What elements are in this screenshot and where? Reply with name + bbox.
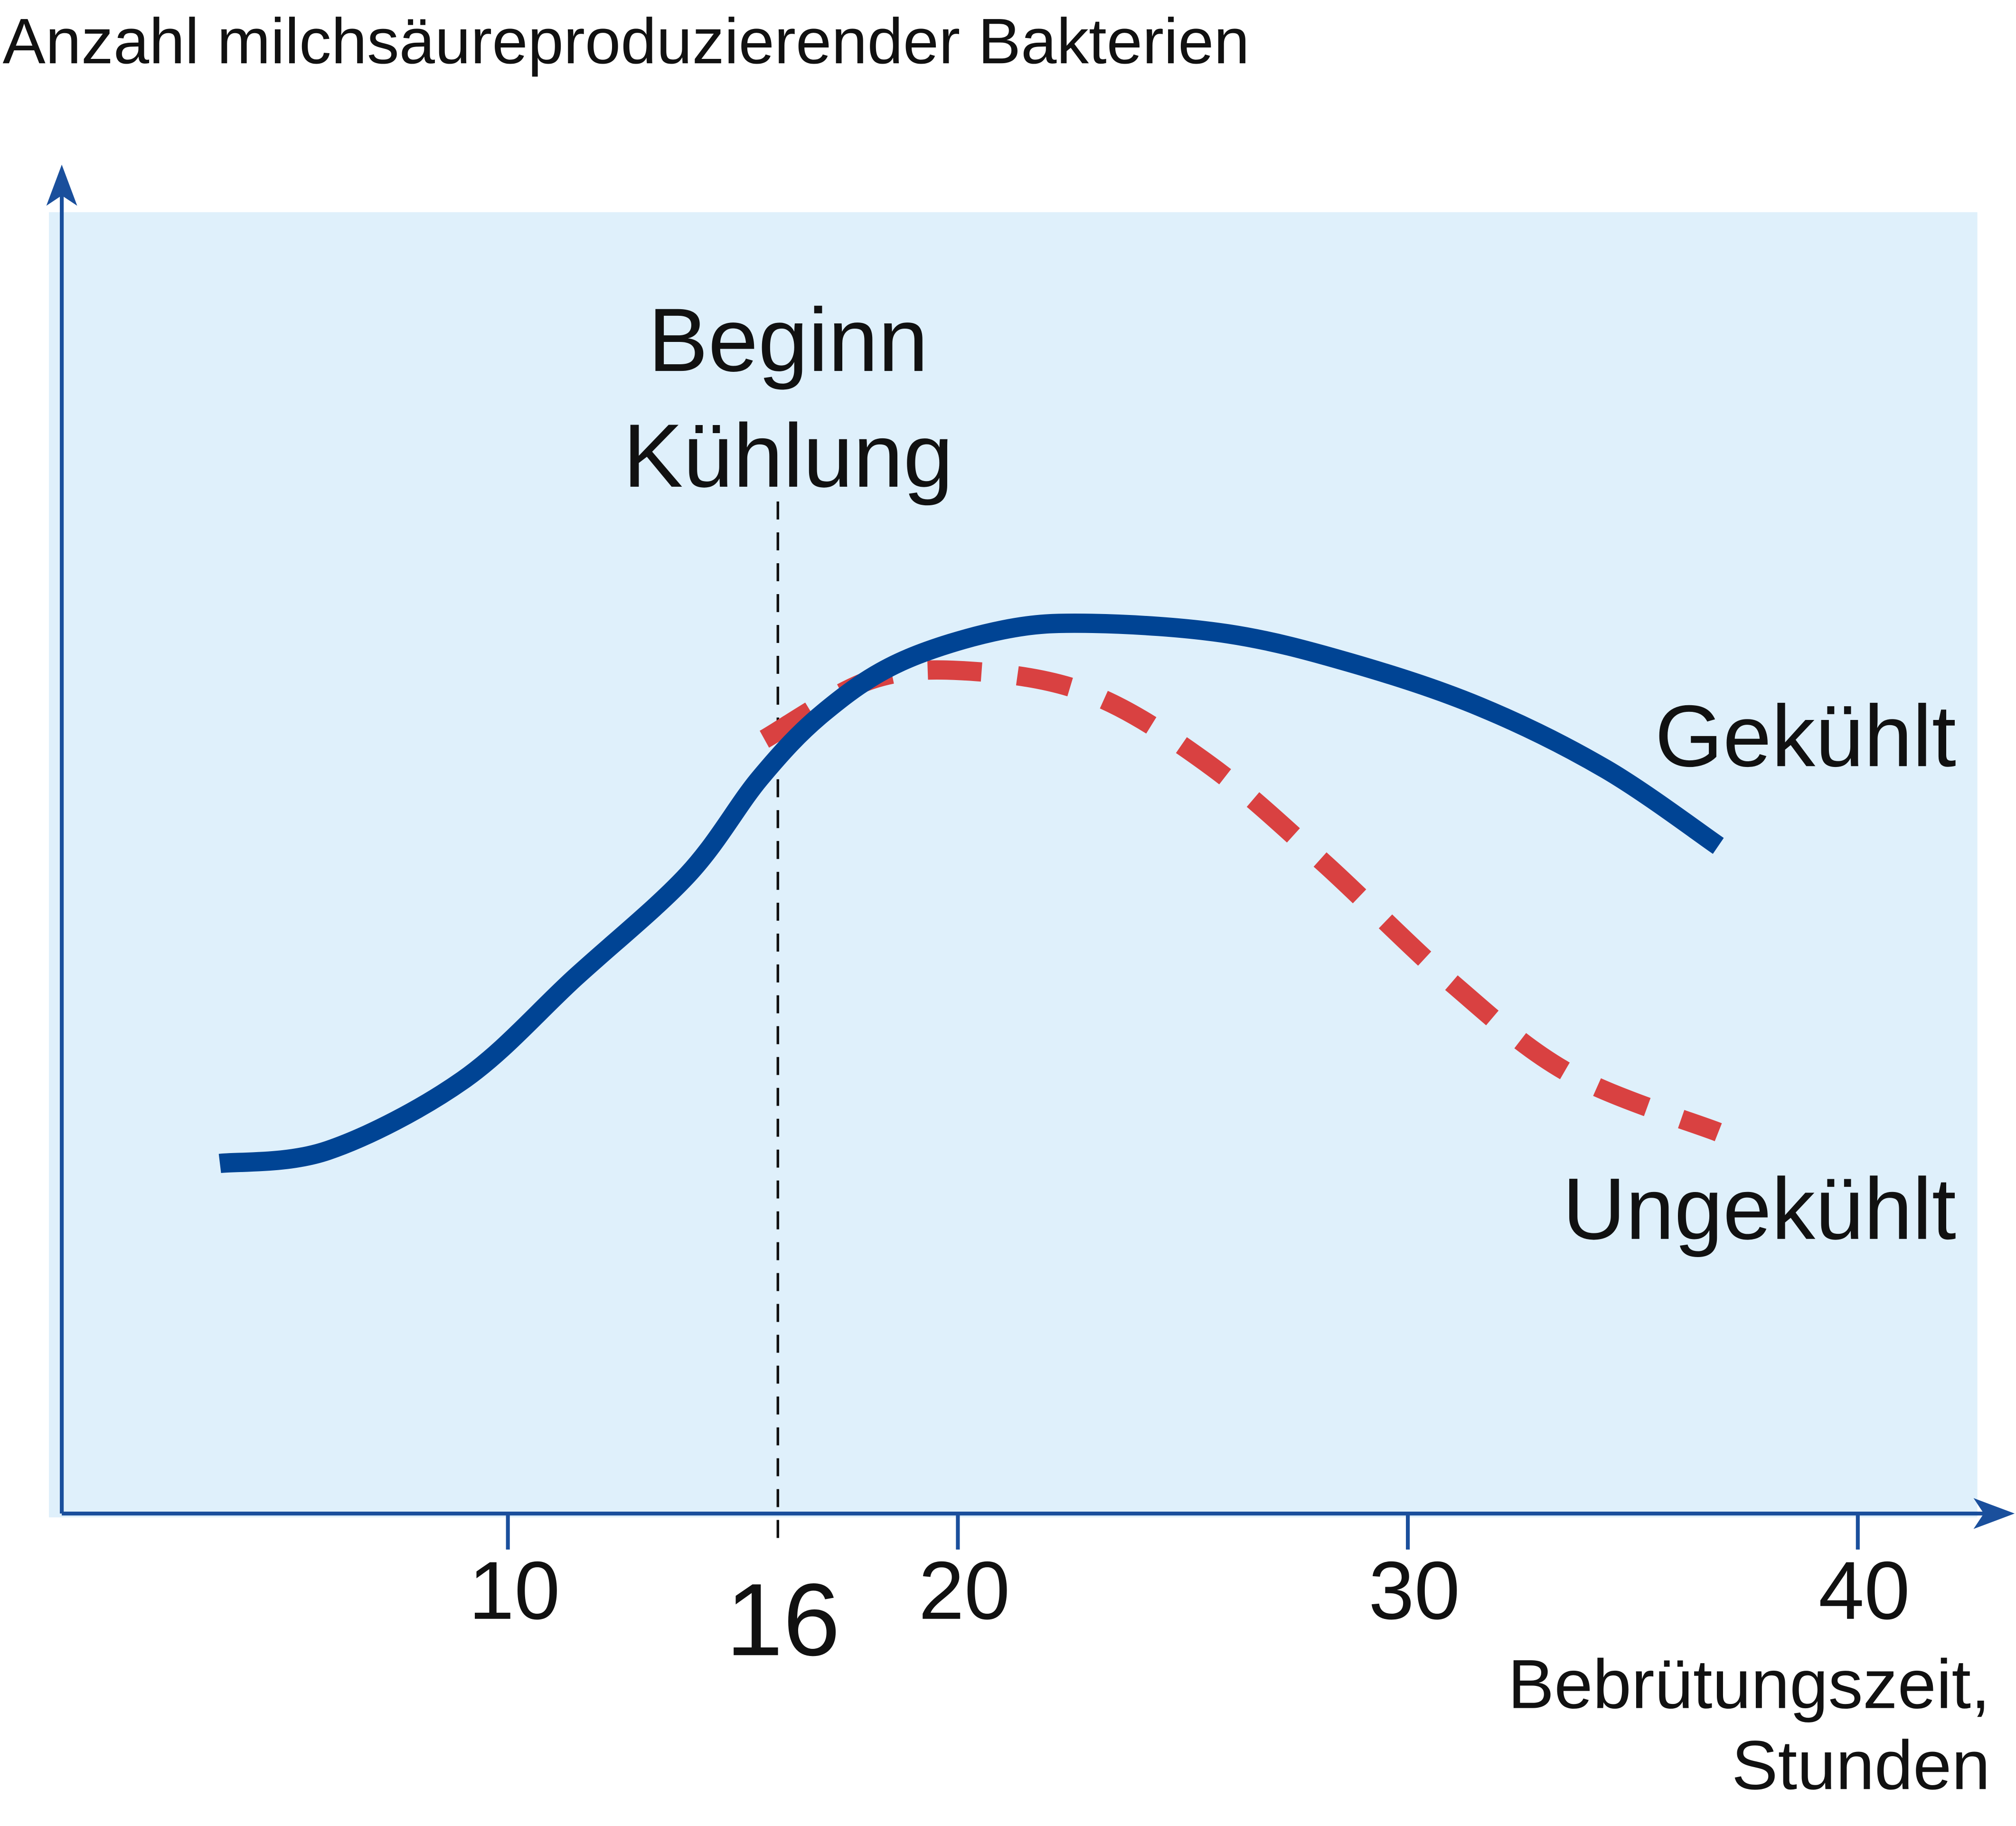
x-axis-arrow xyxy=(1973,1498,2015,1529)
cooling-label: Beginn xyxy=(648,290,928,390)
x-axis-label: Stunden xyxy=(1732,1726,1990,1804)
x-tick-label: 40 xyxy=(1818,1544,1910,1637)
x-tick-label: 30 xyxy=(1368,1544,1460,1637)
x-tick-label: 20 xyxy=(919,1544,1010,1637)
cooling-label: Kühlung xyxy=(623,406,953,506)
chart-title: Anzahl milchsäureproduzierender Bakterie… xyxy=(3,5,1250,77)
line-series xyxy=(759,660,1722,1142)
plot-background xyxy=(49,212,1978,1518)
x-axis-label: Bebrütungszeit, xyxy=(1508,1646,1990,1723)
x-tick-label: 10 xyxy=(469,1544,560,1637)
y-axis-arrow xyxy=(46,164,77,206)
series-label: Ungekühlt xyxy=(1563,1160,1956,1258)
line-series xyxy=(218,613,1724,1173)
series-label: Gekühlt xyxy=(1655,687,1956,785)
cooling-tick-label: 16 xyxy=(726,1562,840,1677)
